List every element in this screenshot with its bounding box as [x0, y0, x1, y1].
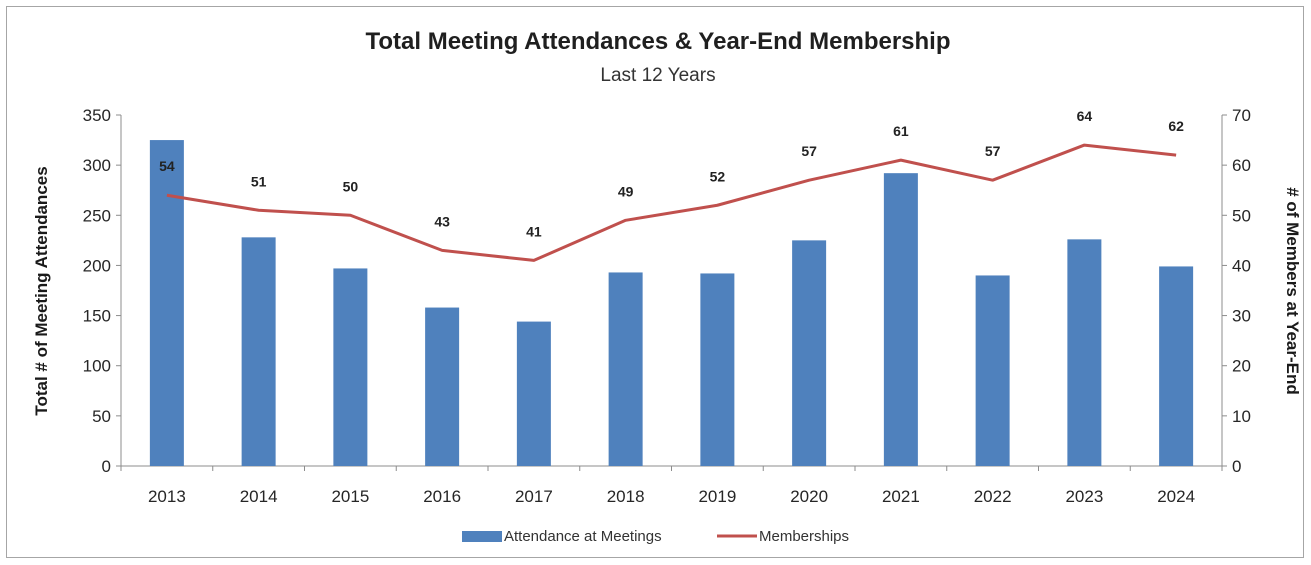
x-tick-label: 2017 [515, 487, 553, 506]
y2-tick-label: 10 [1232, 407, 1251, 426]
data-label-memberships: 52 [710, 168, 726, 184]
x-tick-label: 2016 [423, 487, 461, 506]
y-tick-label: 0 [102, 457, 111, 476]
data-label-memberships: 49 [618, 183, 634, 199]
x-tick-label: 2018 [607, 487, 645, 506]
data-label-memberships: 62 [1168, 118, 1184, 134]
legend: Attendance at Meetings Memberships [462, 528, 849, 545]
y-tick-label: 100 [83, 357, 111, 376]
y-axis-label: Total # of Meeting Attendances [32, 166, 51, 415]
chart-subtitle: Last 12 Years [600, 65, 715, 86]
data-label-memberships: 57 [985, 143, 1001, 159]
y2-tick-label: 40 [1232, 256, 1251, 275]
bar-attendance [608, 272, 643, 466]
y-tick-label: 250 [83, 206, 111, 225]
y2-tick-label: 60 [1232, 156, 1251, 175]
x-tick-label: 2019 [698, 487, 736, 506]
y2-tick-label: 70 [1232, 106, 1251, 125]
x-tick-label: 2013 [148, 487, 186, 506]
bar-attendance [149, 140, 184, 467]
x-tick-label: 2024 [1157, 487, 1195, 506]
data-label-memberships: 43 [434, 213, 450, 229]
x-tick-label: 2015 [331, 487, 369, 506]
bar-attendance [1067, 239, 1102, 466]
y-tick-label: 150 [83, 307, 111, 326]
data-label-memberships: 57 [801, 143, 817, 159]
legend-label-memberships: Memberships [759, 528, 849, 545]
bar-attendance [333, 268, 368, 466]
y-tick-label: 50 [92, 407, 111, 426]
chart-title: Total Meeting Attendances & Year-End Mem… [366, 28, 951, 55]
data-label-memberships: 64 [1077, 108, 1093, 124]
legend-swatch-attendance [462, 531, 502, 542]
y-tick-label: 300 [83, 156, 111, 175]
x-tick-label: 2022 [974, 487, 1012, 506]
y2-tick-label: 30 [1232, 307, 1251, 326]
chart-frame: Total Meeting Attendances & Year-End Mem… [6, 6, 1304, 558]
y2-tick-label: 50 [1232, 206, 1251, 225]
bar-attendance [700, 273, 735, 466]
line-memberships [166, 143, 1177, 262]
x-tick-label: 2023 [1065, 487, 1103, 506]
plot-area: 0 50 100 150 200 250 300 350 0 10 20 30 40 50 60 70 2013… [83, 106, 1251, 506]
data-label-memberships: 51 [251, 173, 267, 189]
x-tick-label: 2020 [790, 487, 828, 506]
x-tick-label: 2021 [882, 487, 920, 506]
y2-tick-label: 0 [1232, 457, 1241, 476]
chart-svg: Total Meeting Attendances & Year-End Mem… [32, 28, 1302, 545]
bar-attendance [425, 307, 460, 466]
y-tick-label: 350 [83, 106, 111, 125]
y-tick-label: 200 [83, 256, 111, 275]
bar-attendance [883, 173, 918, 466]
y2-tick-label: 20 [1232, 357, 1251, 376]
data-label-memberships: 54 [159, 158, 175, 174]
bar-attendance [241, 237, 276, 466]
data-label-memberships: 61 [893, 123, 909, 139]
data-label-memberships: 50 [343, 178, 359, 194]
bar-attendance [792, 240, 827, 466]
bar-attendance [975, 275, 1010, 466]
data-label-memberships: 41 [526, 223, 542, 239]
bar-attendance [516, 321, 551, 466]
x-tick-label: 2014 [240, 487, 278, 506]
y2-axis-label: # of Members at Year-End [1283, 187, 1302, 395]
bar-attendance [1159, 266, 1194, 466]
legend-label-attendance: Attendance at Meetings [504, 528, 662, 545]
